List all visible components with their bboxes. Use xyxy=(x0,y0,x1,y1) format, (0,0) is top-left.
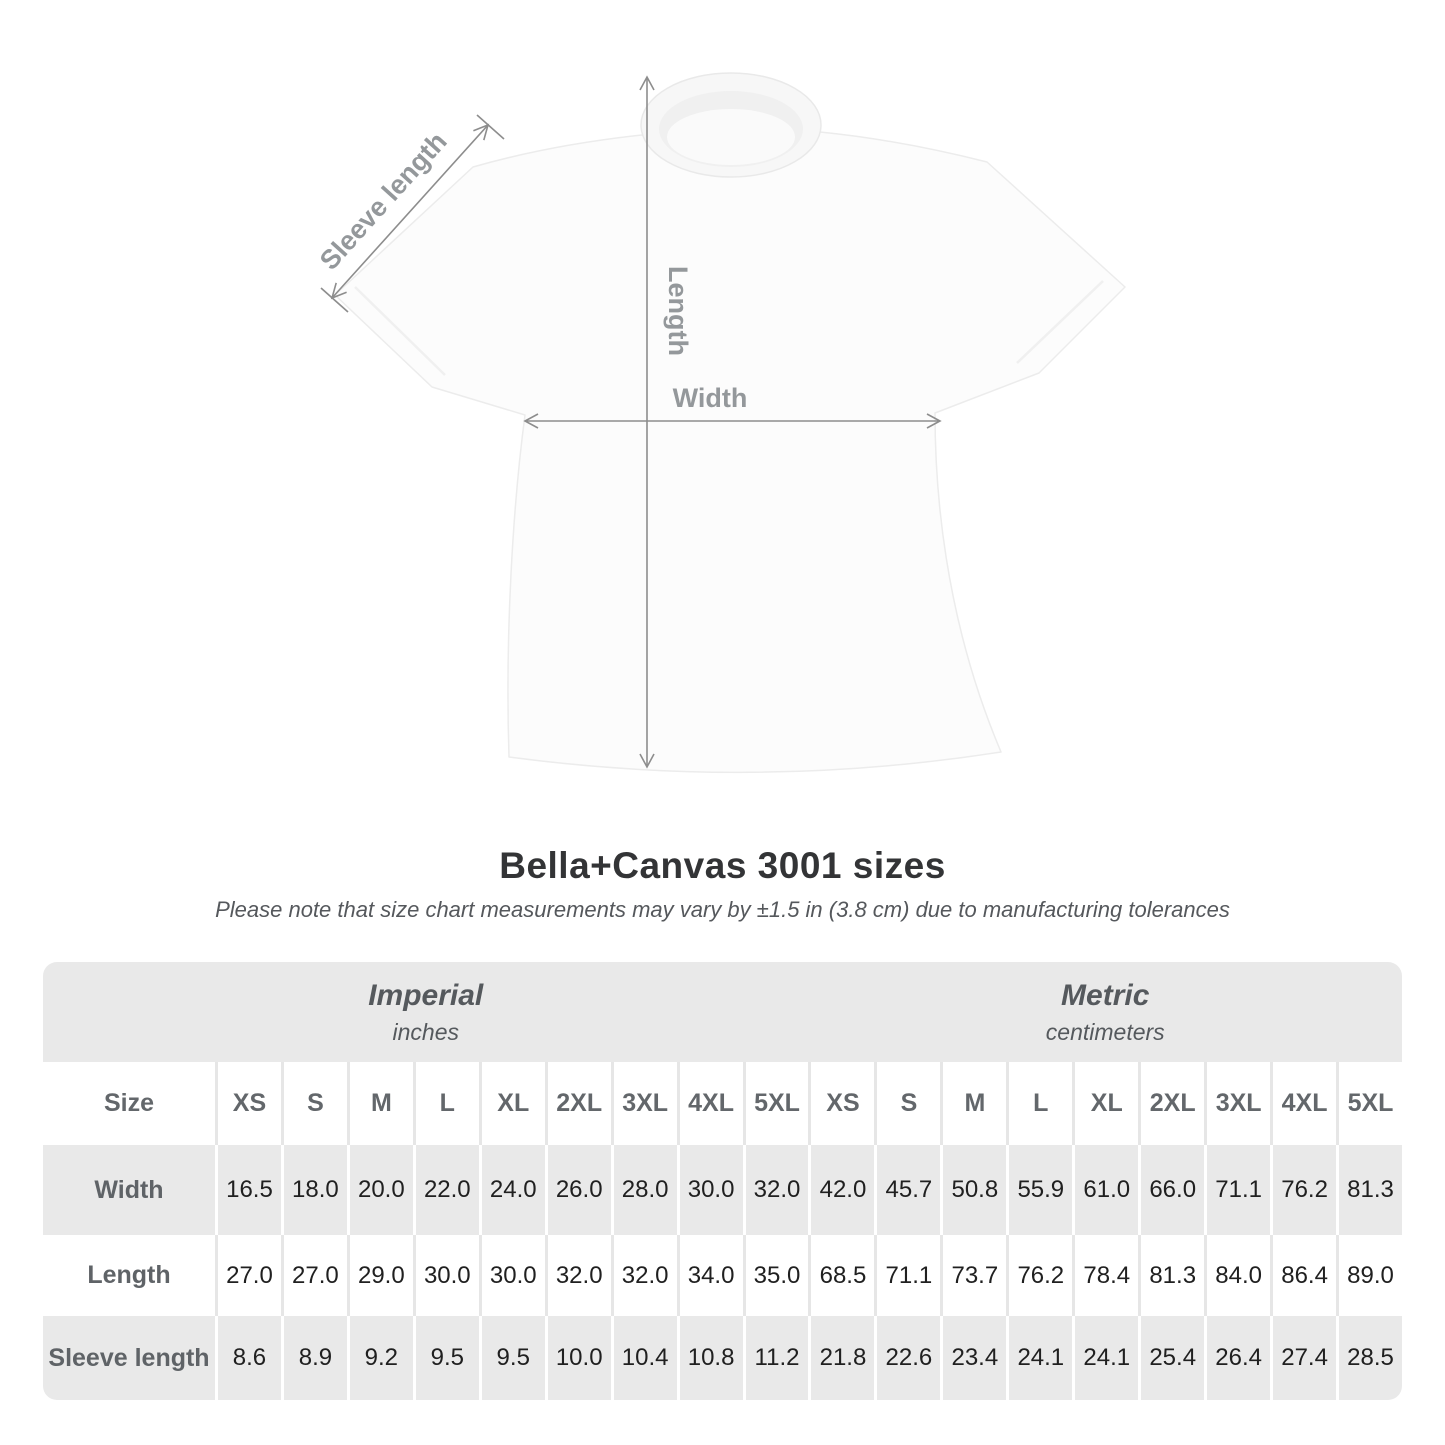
value-cell: 9.5 xyxy=(478,1316,545,1400)
sleeve-length-arrow xyxy=(320,114,505,313)
size-header-cell: M xyxy=(940,1062,1007,1145)
value-cell: 45.7 xyxy=(874,1145,941,1235)
size-header-cell: 4XL xyxy=(676,1062,743,1145)
value-cell: 81.3 xyxy=(1336,1145,1402,1235)
value-cell: 8.6 xyxy=(215,1316,281,1400)
imperial-section-title: Imperial xyxy=(368,978,484,1012)
value-cell: 24.1 xyxy=(1072,1316,1139,1400)
value-cell: 71.1 xyxy=(874,1235,941,1316)
value-cell: 76.2 xyxy=(1270,1145,1337,1235)
value-cell: 68.5 xyxy=(808,1235,875,1316)
size-header-cell: 4XL xyxy=(1270,1062,1337,1145)
value-cell: 73.7 xyxy=(940,1235,1007,1316)
size-corner-label: Size xyxy=(43,1062,215,1145)
value-cell: 35.0 xyxy=(742,1235,809,1316)
size-header-cell: 5XL xyxy=(1336,1062,1402,1145)
value-cell: 26.0 xyxy=(544,1145,611,1235)
size-header-cell: 2XL xyxy=(544,1062,611,1145)
page-title: Bella+Canvas 3001 sizes xyxy=(499,845,946,886)
tshirt-measurement-diagram: Sleeve length Length Width xyxy=(314,72,1126,774)
value-cell: 55.9 xyxy=(1006,1145,1073,1235)
value-cell: 28.0 xyxy=(610,1145,677,1235)
size-header-cell: S xyxy=(280,1062,347,1145)
size-table: Imperial inches Metric centimeters Size X… xyxy=(43,962,1402,1400)
imperial-section-header: Imperial inches xyxy=(43,962,809,1062)
width-arrow xyxy=(523,413,942,429)
value-cell: 26.4 xyxy=(1204,1316,1271,1400)
value-cell: 78.4 xyxy=(1072,1235,1139,1316)
value-cell: 9.5 xyxy=(412,1316,479,1400)
size-header-cell: S xyxy=(874,1062,941,1145)
metric-section-title: Metric xyxy=(1061,978,1150,1012)
size-header-cell: 3XL xyxy=(1204,1062,1271,1145)
value-cell: 8.9 xyxy=(280,1316,347,1400)
size-header-cell: XS xyxy=(808,1062,875,1145)
value-cell: 32.0 xyxy=(544,1235,611,1316)
right-cuff-seam xyxy=(1016,280,1104,364)
size-header-cell: XL xyxy=(478,1062,545,1145)
value-cell: 84.0 xyxy=(1204,1235,1271,1316)
metric-section-unit: centimeters xyxy=(1045,1018,1165,1045)
value-cell: 10.8 xyxy=(676,1316,743,1400)
row-label: Sleeve length xyxy=(43,1316,215,1400)
size-header-cell: 3XL xyxy=(610,1062,677,1145)
value-cell: 42.0 xyxy=(808,1145,875,1235)
size-header-cell: 2XL xyxy=(1138,1062,1205,1145)
value-cell: 16.5 xyxy=(215,1145,281,1235)
metric-section-header: Metric centimeters xyxy=(808,962,1402,1062)
value-cell: 27.4 xyxy=(1270,1316,1337,1400)
value-cell: 28.5 xyxy=(1336,1316,1402,1400)
value-cell: 30.0 xyxy=(676,1145,743,1235)
width-label: Width xyxy=(673,383,748,413)
value-cell: 22.6 xyxy=(874,1316,941,1400)
value-cell: 34.0 xyxy=(676,1235,743,1316)
value-cell: 30.0 xyxy=(412,1235,479,1316)
value-cell: 32.0 xyxy=(610,1235,677,1316)
size-header-cell: XL xyxy=(1072,1062,1139,1145)
value-cell: 71.1 xyxy=(1204,1145,1271,1235)
collar-inner-light xyxy=(667,109,795,165)
value-cell: 81.3 xyxy=(1138,1235,1205,1316)
left-cuff-seam xyxy=(354,286,446,376)
size-header-cell: XS xyxy=(215,1062,281,1145)
value-cell: 32.0 xyxy=(742,1145,809,1235)
value-cell: 66.0 xyxy=(1138,1145,1205,1235)
value-cell: 24.0 xyxy=(478,1145,545,1235)
value-cell: 25.4 xyxy=(1138,1316,1205,1400)
value-cell: 27.0 xyxy=(215,1235,281,1316)
value-cell: 9.2 xyxy=(346,1316,413,1400)
value-cell: 10.0 xyxy=(544,1316,611,1400)
size-header-cell: M xyxy=(346,1062,413,1145)
value-cell: 21.8 xyxy=(808,1316,875,1400)
value-cell: 76.2 xyxy=(1006,1235,1073,1316)
value-cell: 27.0 xyxy=(280,1235,347,1316)
value-cell: 24.1 xyxy=(1006,1316,1073,1400)
length-arrow xyxy=(639,75,655,769)
value-cell: 20.0 xyxy=(346,1145,413,1235)
length-label: Length xyxy=(663,266,693,356)
value-cell: 61.0 xyxy=(1072,1145,1139,1235)
size-header-cell: L xyxy=(412,1062,479,1145)
value-cell: 11.2 xyxy=(742,1316,809,1400)
value-cell: 18.0 xyxy=(280,1145,347,1235)
tolerance-note: Please note that size chart measurements… xyxy=(215,897,1230,922)
tshirt-body xyxy=(334,131,1126,774)
size-header-cell: 5XL xyxy=(742,1062,809,1145)
value-cell: 23.4 xyxy=(940,1316,1007,1400)
value-cell: 10.4 xyxy=(610,1316,677,1400)
value-cell: 86.4 xyxy=(1270,1235,1337,1316)
value-cell: 89.0 xyxy=(1336,1235,1402,1316)
row-label: Length xyxy=(43,1235,215,1316)
row-label: Width xyxy=(43,1145,215,1235)
value-cell: 50.8 xyxy=(940,1145,1007,1235)
size-header-cell: L xyxy=(1006,1062,1073,1145)
value-cell: 22.0 xyxy=(412,1145,479,1235)
value-cell: 30.0 xyxy=(478,1235,545,1316)
value-cell: 29.0 xyxy=(346,1235,413,1316)
imperial-section-unit: inches xyxy=(392,1018,459,1045)
